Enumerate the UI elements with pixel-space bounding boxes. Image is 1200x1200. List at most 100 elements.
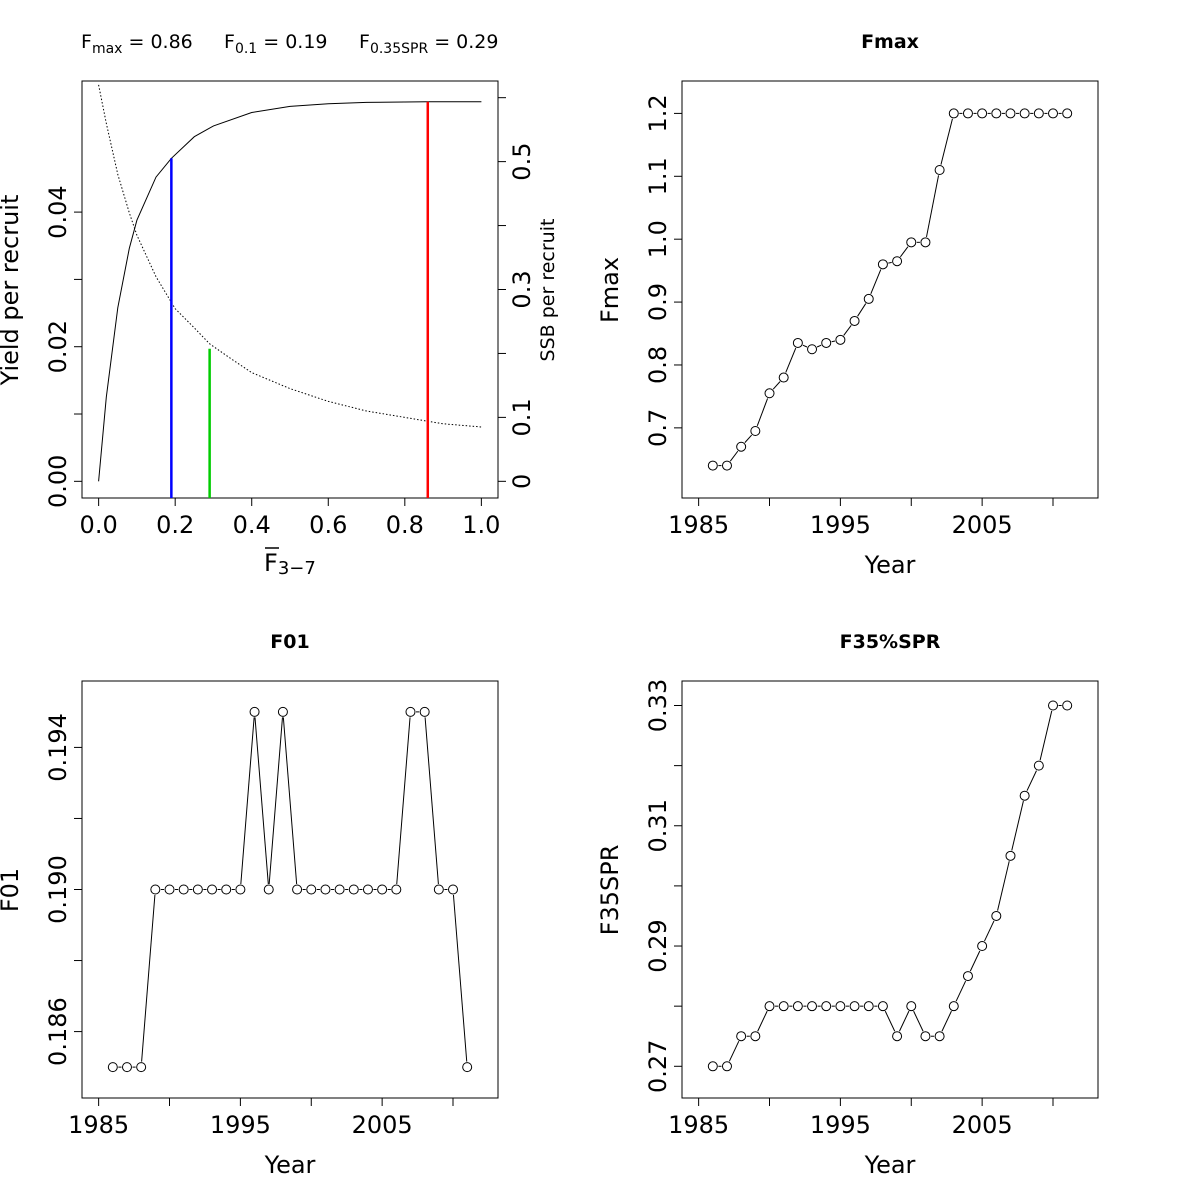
y-axis-right-label: SSB per recruit [537,219,559,362]
data-point [1005,850,1016,861]
data-point [807,1001,818,1012]
data-point [906,1001,917,1012]
data-point [1048,700,1059,711]
y-tick-label: 1.2 [644,94,672,132]
series-segment [268,717,283,885]
series-segment [729,450,739,462]
data-point [1062,700,1073,711]
series-segment [802,344,808,348]
y-tick-label: 0.8 [644,346,672,384]
yield-per-recruit-curve [98,101,482,482]
series-segment [940,118,953,165]
data-point [764,388,775,399]
f35spr-panel: F35%SPR F35SPR Year 1985 1995 2005 0.27 0.29… [596,631,1099,1179]
data-point [405,706,416,717]
data-point [991,910,1002,921]
x-tick-label: 0.4 [233,511,271,539]
series-segment [831,340,836,343]
data-point [391,884,402,895]
data-point [948,1001,959,1012]
data-point [1048,108,1059,119]
data-point [892,256,903,267]
series-segment [870,269,882,295]
data-point [934,1031,945,1042]
data-point [1033,760,1044,771]
data-point [419,706,430,717]
data-point [136,1062,147,1073]
series-segment [898,1010,910,1032]
y-tick-label: 0.186 [44,997,72,1066]
data-point [334,884,345,895]
series-segment [785,347,797,373]
y-tick-label: 1.0 [644,220,672,258]
data-point [863,1001,874,1012]
series-segment [1011,800,1024,851]
data-point [977,941,988,952]
data-point [707,1061,718,1072]
series-segment [396,717,411,885]
y-tick-label: 0.00 [44,455,72,508]
data-point [877,1001,888,1012]
x-tick-label: 1.0 [462,511,500,539]
data-point [249,706,260,717]
data-point [764,1001,775,1012]
data-point [121,1062,132,1073]
y-tick-label: 0.02 [44,320,72,373]
series-segment [913,1010,924,1032]
data-point [164,884,175,895]
x-tick-label: 1985 [68,1111,129,1139]
data-point [863,293,874,304]
x-tick-label: 2005 [952,511,1013,539]
data-point [1019,108,1030,119]
data-point [906,237,917,248]
data-point [1005,108,1016,119]
data-point [835,1001,846,1012]
data-point [821,1001,832,1012]
data-point [877,259,888,270]
ssb-per-recruit-curve [98,84,482,428]
x-tick-label: 1995 [810,1111,871,1139]
data-point [792,337,803,348]
data-point [320,884,331,895]
fspr-label: F0.35SPR = 0.29 [359,31,498,57]
series-segment [756,398,769,427]
series-segment [424,717,439,885]
data-point [377,884,388,895]
data-point [221,884,232,895]
x-tick-label: 1985 [668,511,729,539]
plot-frame [681,680,1099,1099]
y-tick-label: 0.194 [44,713,72,782]
panel-title: F01 [270,631,309,653]
x-tick-label: 2005 [952,1111,1013,1139]
x-axis-label: Year [264,1151,316,1179]
series-segment [282,717,298,885]
y-tick-label: 0.04 [44,185,72,238]
series-segment [884,1010,896,1032]
y-tick-label: 0.27 [644,1040,672,1093]
series-segment [254,717,269,885]
data-point [849,315,860,326]
y-tick-label: 0.29 [644,919,672,972]
y-axis-label: F35SPR [596,845,624,936]
x-tick-label: 0.6 [309,511,347,539]
y-tick-label: 0.5 [508,143,536,181]
y-tick-label: 0.190 [44,855,72,924]
data-point [991,108,1002,119]
data-point [150,884,161,895]
series-segment [955,980,967,1002]
series-segment [452,894,468,1062]
data-point [962,108,973,119]
panel-title: Fmax [861,31,919,53]
y-tick-label: 0.9 [644,283,672,321]
data-point [107,1062,118,1073]
series-segment [141,894,156,1062]
data-point [263,884,274,895]
data-point [849,1001,860,1012]
plot-frame [81,80,499,499]
x-tick-label: 0.8 [386,511,424,539]
x-tick-label: 0.0 [80,511,118,539]
series-segment [240,717,255,885]
header-reference-values: Fmax = 0.86 F0.1 = 0.19 F0.35SPR = 0.29 [81,31,498,57]
data-point [821,337,832,348]
